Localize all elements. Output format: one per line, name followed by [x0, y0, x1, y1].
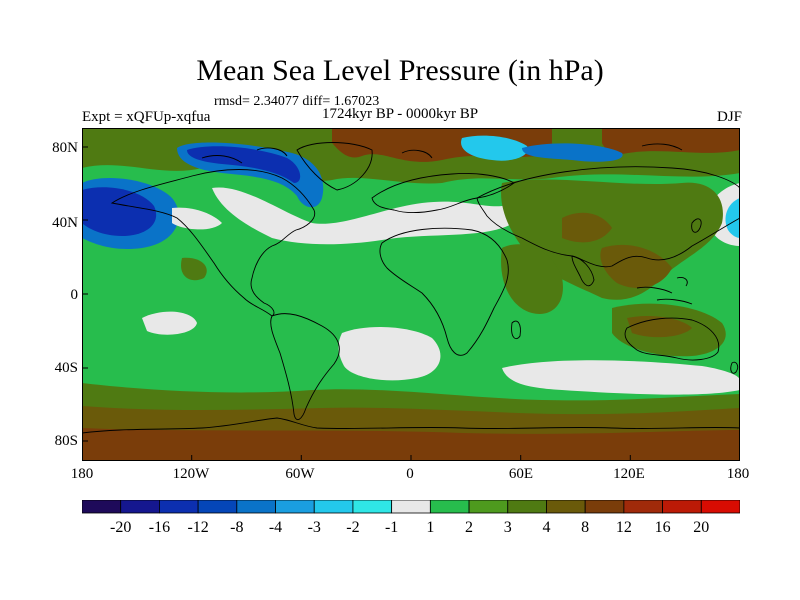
- colorbar-label: 3: [503, 519, 512, 536]
- field-pacific-east-blue: [725, 198, 740, 238]
- colorbar-box: [546, 500, 586, 514]
- subtitle: 1724kyr BP - 0000kyr BP: [322, 106, 479, 122]
- stats-label: rmsd= 2.34077 diff= 1.67023: [214, 94, 380, 109]
- colorbar-label: -12: [187, 519, 209, 536]
- lat-tick-0: 0: [70, 287, 79, 303]
- chart-title: Mean Sea Level Pressure (in hPa): [196, 54, 604, 87]
- lon-tick-60e: 60E: [508, 466, 534, 482]
- lat-tick-80s: 80S: [54, 433, 78, 449]
- colorbar-label: 12: [615, 519, 632, 536]
- lon-tick-120e: 120E: [613, 466, 645, 482]
- lat-tick-80n: 80N: [52, 140, 78, 156]
- axis-ticks: [82, 146, 740, 461]
- colorbar-box: [236, 500, 276, 514]
- colorbar-box: [391, 500, 431, 514]
- colorbar-label: -1: [384, 519, 399, 536]
- colorbar-label: 1: [426, 519, 435, 536]
- colorbar-box: [159, 500, 199, 514]
- field-africa-olive: [501, 244, 563, 314]
- colorbar-label: -8: [230, 519, 244, 536]
- colorbar-label: 20: [693, 519, 710, 536]
- field-pacific-light: [172, 207, 222, 230]
- experiment-label: Expt = xQFUp-xqfua: [82, 109, 211, 125]
- field-satlantic-light: [338, 326, 441, 381]
- colorbar-label: -16: [148, 519, 171, 536]
- colorbar-label: 2: [465, 519, 474, 536]
- field-antarctic-dark: [82, 428, 740, 461]
- colorbar-box: [352, 500, 393, 514]
- field-siberia-brown: [602, 128, 740, 155]
- colorbar-label: -20: [110, 519, 132, 536]
- field-tropic-light-west: [142, 311, 197, 335]
- colorbar-label: -4: [268, 519, 283, 536]
- colorbar-label: 16: [654, 519, 671, 536]
- field-atlantic-light: [212, 187, 517, 245]
- lat-tick-40s: 40S: [54, 360, 78, 376]
- colorbar-label: 8: [581, 519, 590, 536]
- colorbar: [82, 500, 740, 514]
- colorbar-label: 4: [542, 519, 551, 536]
- colorbar-box: [429, 500, 470, 514]
- pressure-map: [82, 128, 740, 461]
- colorbar-box: [700, 500, 740, 514]
- field-southern-light: [502, 360, 740, 395]
- field-australia-brown: [627, 316, 692, 338]
- field-asia-brown: [562, 212, 612, 243]
- colorbar-box: [507, 500, 547, 514]
- colorbar-box: [120, 500, 160, 514]
- colorbar-box: [584, 500, 625, 514]
- lon-tick-60w: 60W: [285, 466, 315, 482]
- coastlines: [82, 142, 740, 434]
- colorbar-label: -3: [307, 519, 321, 536]
- colorbar-box: [275, 500, 315, 514]
- colorbar-box: [623, 500, 663, 514]
- field-npacific-deep: [82, 187, 157, 236]
- lon-tick-120w: 120W: [172, 466, 210, 482]
- field-pacific-patch: [181, 257, 207, 281]
- field-india-brown: [600, 244, 672, 288]
- lon-tick-180w: 180: [70, 466, 94, 482]
- field-barents-low: [522, 143, 623, 162]
- lon-tick-180e: 180: [726, 466, 750, 482]
- field-arctic-low: [461, 135, 528, 161]
- lat-tick-40n: 40N: [52, 215, 78, 231]
- colorbar-box: [313, 500, 354, 514]
- colorbar-box: [82, 500, 122, 514]
- season-label: DJF: [716, 109, 742, 125]
- colorbar-box: [662, 500, 702, 514]
- colorbar-box: [468, 500, 509, 514]
- lon-tick-0: 0: [406, 466, 414, 482]
- colorbar-label: -2: [346, 519, 360, 536]
- colorbar-box: [197, 500, 238, 514]
